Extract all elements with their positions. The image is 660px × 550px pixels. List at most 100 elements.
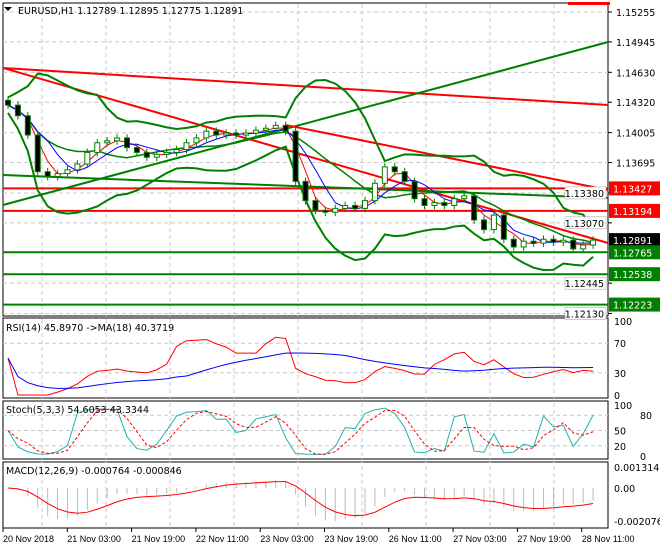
bollinger-upper [7,72,594,230]
candle-body [104,140,111,144]
stoch-signal-line [7,408,594,455]
candle-body [133,147,140,153]
candle-body [243,132,249,136]
candle-body [282,124,289,132]
time-axis-label: 26 Nov 11:00 [389,534,442,544]
trendline [285,124,609,192]
candle-body [233,132,240,136]
time-axis-label: 28 Nov 11:00 [582,534,635,544]
candle-body [371,182,378,202]
candle-body [441,202,448,206]
candle-body [381,166,388,184]
candle-body [272,124,279,129]
indicator-axis-label: 100 [614,317,632,328]
indicator-axis-label: 0.00 [614,484,635,495]
candle-body [223,132,230,136]
time-axis-label: 20 Nov 2018 [3,534,54,544]
candle-body [461,195,468,200]
price-badge [609,203,660,218]
price-axis-label: 1.13070 [565,219,604,230]
candle-body [153,153,160,158]
indicator-axis-label: 100 [614,401,632,412]
candle-body [362,200,368,209]
candle-body [84,151,91,165]
price-axis-label-bg [564,216,607,230]
dropdown-arrow-icon[interactable] [3,4,15,16]
bollinger-lower [7,112,594,272]
candle-body [193,137,200,144]
candle-body [173,149,180,153]
price-axis-label: 1.15255 [616,8,655,19]
indicator-axis-label: 0 [640,452,646,463]
price-badge [609,267,660,282]
price-axis-label: 1.14005 [616,129,655,140]
price-badge-label: 1.12891 [613,236,652,247]
candle-body [24,115,31,136]
candle-body [560,239,567,243]
candle-body [590,239,597,246]
indicator-axis-label: 0 [614,391,620,402]
bollinger-middle [7,104,594,244]
candle-body [213,130,220,136]
candle-body [411,180,418,200]
candle-body [54,173,61,178]
price-badge [609,233,660,248]
candle-body [124,137,130,149]
candle-body [421,198,428,206]
candle-body [570,239,577,250]
candle-body [5,99,11,106]
price-badge-label: 1.12538 [613,270,652,281]
candle-body [203,130,210,139]
candle-body [163,151,170,155]
candle-body [312,200,319,211]
candle-body [183,142,190,151]
candle-body [401,171,408,182]
candle-body [471,195,478,221]
rsi-ma-line [7,352,594,389]
price-axis-label-bg [564,186,607,200]
price-badge [609,245,660,260]
stoch-main-line [7,407,594,455]
indicator-axis-label: 80 [640,411,652,422]
candle-body [64,169,71,175]
candle-body [322,209,329,213]
candle-body [292,130,299,182]
price-badge [609,181,660,196]
candle-body [520,240,527,248]
candle-body [451,198,458,206]
indicator-axis-label: 0.001314 [614,463,659,474]
price-axis-label: 1.14630 [616,68,655,79]
indicator-axis-label: 50 [614,427,626,438]
price-badge-label: 1.13194 [613,207,652,218]
rsi-line [7,336,594,396]
candle-body [14,104,21,117]
price-axis-label: 1.14320 [616,98,655,109]
time-axis-label: 21 Nov 19:00 [132,534,186,544]
time-axis-label: 23 Nov 03:00 [260,534,314,544]
candle-body [580,244,587,250]
candle-body [252,129,259,134]
panel-frame [2,317,609,399]
price-badge-label: 1.12223 [613,301,652,312]
candle-body [143,151,150,158]
time-axis-label: 23 Nov 19:00 [325,534,379,544]
candle-body [352,204,359,209]
panel-frame [2,461,609,529]
indicator-axis-label: 20 [614,442,626,453]
moving-average-slow [7,104,594,244]
price-axis-label: 1.12130 [565,310,604,321]
indicator-axis-label: 30 [614,369,626,380]
panel-frame [2,2,609,317]
time-axis-label: 21 Nov 03:00 [67,534,121,544]
time-axis-label: 27 Nov 19:00 [517,534,571,544]
candle-body [550,238,557,243]
trendline [2,67,609,244]
candle-body [332,207,339,213]
candle-body [262,127,269,131]
candle-body [490,214,497,231]
candle-body [342,204,349,209]
candle-body [74,163,81,171]
price-axis-label: 1.13380 [565,189,604,200]
